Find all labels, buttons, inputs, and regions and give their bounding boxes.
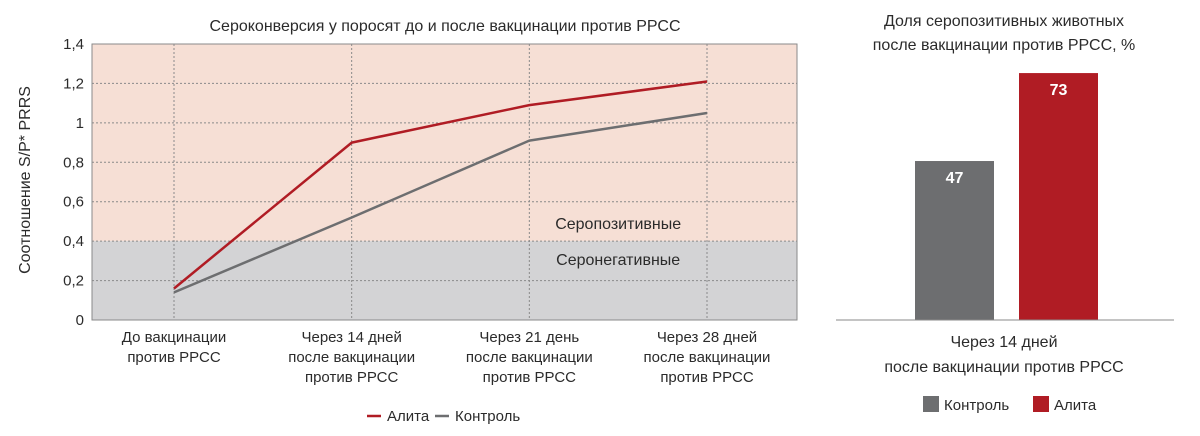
series-lines	[173, 80, 708, 294]
line-chart-legend: Алита Контроль	[367, 408, 520, 425]
x-tick-label: Через 14 дней после вакцинации против РРСС	[288, 329, 415, 386]
bar-value-label: 47	[946, 170, 964, 187]
x-tick-labels: До вакцинации против РРСС Через 14 дней пос…	[122, 329, 771, 386]
y-tick-labels: 0 0,2 0,4 0,6 0,8 1 1,2 1,4	[63, 36, 84, 329]
legend-label: Контроль	[455, 408, 520, 425]
series-line-alita	[173, 80, 708, 290]
series-line-control	[173, 111, 708, 294]
bar-chart-title-line-1: Доля серопозитивных животных	[884, 13, 1124, 30]
y-tick-label: 1	[76, 115, 84, 132]
y-axis-label: Соотношение S/P* PRRS	[17, 86, 34, 274]
plot-frame	[91, 43, 798, 321]
bar-control	[915, 161, 994, 320]
bar-chart-legend: Контроль Алита	[923, 396, 1097, 414]
bar-alita	[1019, 73, 1098, 320]
y-tick-label: 1,4	[63, 36, 84, 53]
bar-chart: Доля серопозитивных животных после вакци…	[836, 13, 1174, 414]
legend-label: Алита	[387, 408, 430, 425]
x-tick-label: Через 21 день после вакцинации против РРСС	[466, 329, 593, 386]
y-tick-label: 1,2	[63, 75, 84, 92]
legend-swatch	[923, 396, 939, 412]
legend-label: Контроль	[944, 397, 1009, 414]
seropositive-band	[92, 44, 797, 242]
line-chart-title: Сероконверсия у поросят до и после вакци…	[209, 18, 680, 35]
legend-swatch	[1033, 396, 1049, 412]
line-chart: Сероконверсия у поросят до и после вакци…	[17, 18, 798, 425]
x-tick-label: До вакцинации против РРСС	[122, 329, 227, 366]
bar-chart-title-line-2: после вакцинации против РРСС, %	[873, 37, 1136, 54]
bar-chart-category-line-2: после вакцинации против РРСС	[884, 359, 1123, 376]
y-tick-label: 0,4	[63, 233, 84, 250]
y-tick-label: 0,6	[63, 194, 84, 211]
y-tick-label: 0,8	[63, 154, 84, 171]
x-tick-label: Через 28 дней после вакцинации против РРСС	[644, 329, 771, 386]
bar-value-label: 73	[1050, 82, 1068, 99]
y-tick-label: 0,2	[63, 273, 84, 290]
bars: 47 73	[915, 73, 1098, 320]
seronegative-band-label: Серонегативные	[556, 252, 680, 269]
bar-chart-category-line-1: Через 14 дней	[950, 334, 1057, 351]
y-tick-label: 0	[76, 312, 84, 329]
seropositive-band-label: Серопозитивные	[555, 216, 681, 233]
legend-label: Алита	[1054, 397, 1097, 414]
